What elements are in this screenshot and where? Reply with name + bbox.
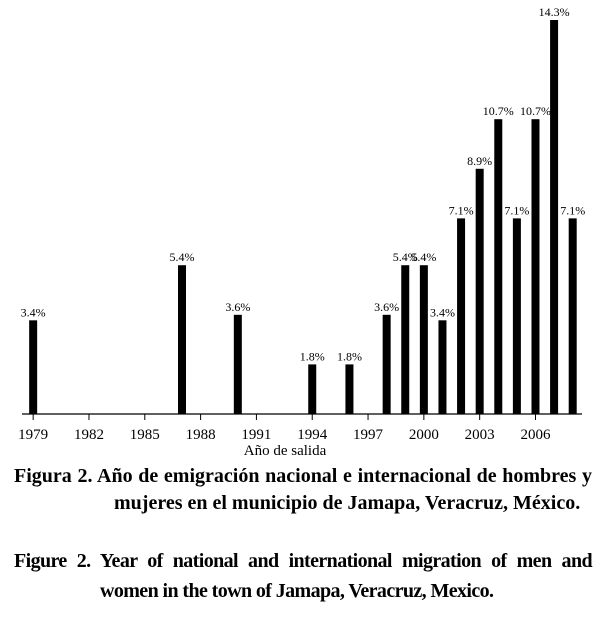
bar: [382, 314, 391, 414]
value-label: 5.4%: [393, 250, 418, 264]
bar: [419, 265, 428, 414]
value-label: 1.8%: [337, 349, 362, 363]
bar: [494, 119, 503, 414]
value-label: 1.8%: [300, 349, 325, 363]
value-label: 10.7%: [483, 104, 514, 118]
x-tick-label: 1985: [130, 427, 160, 443]
bar: [345, 364, 354, 414]
value-label: 14.3%: [539, 5, 570, 19]
bar: [438, 320, 447, 414]
x-tick-label: 1991: [241, 427, 271, 443]
caption-es: Figura 2. Año de emigración nacional e i…: [14, 463, 592, 517]
caption-label: Figure 2.: [14, 550, 91, 572]
value-label: 3.4%: [21, 305, 46, 319]
caption-label: Figura 2.: [14, 465, 93, 487]
bar: [29, 320, 38, 414]
x-tick-label: 1988: [186, 427, 216, 443]
x-tick-label: 1994: [297, 427, 328, 443]
value-label: 3.6%: [374, 300, 399, 314]
caption-en: Figure 2. Year of national and internati…: [14, 546, 593, 606]
chart: Año de salida 1979 1982 1985 1988 1991 1994 19…: [18, 5, 585, 459]
caption-text: Year of national and international migra…: [99, 550, 593, 602]
x-tick-label: 2006: [520, 427, 551, 443]
value-label: 5.4%: [411, 250, 436, 264]
value-label: 3.6%: [225, 300, 250, 314]
bar: [308, 364, 317, 414]
bar: [475, 168, 484, 414]
x-tick-label: 1997: [353, 427, 384, 443]
value-label: 7.1%: [504, 203, 529, 217]
bar: [512, 218, 521, 414]
x-axis-title: Año de salida: [244, 443, 327, 459]
x-tick-label: 2003: [465, 427, 495, 443]
value-label: 7.1%: [449, 203, 474, 217]
bar: [401, 265, 410, 414]
bar: [550, 20, 559, 414]
bar: [568, 218, 577, 414]
bar: [457, 218, 466, 414]
value-label: 10.7%: [520, 104, 551, 118]
caption-text: Año de emigración nacional e internacion…: [97, 465, 593, 514]
value-label: 5.4%: [170, 250, 195, 264]
value-label: 3.4%: [430, 305, 455, 319]
bar: [233, 314, 242, 414]
x-tick-label: 1979: [18, 427, 48, 443]
value-label: 7.1%: [560, 203, 585, 217]
value-label: 8.9%: [467, 154, 492, 168]
x-tick-label: 1982: [74, 427, 104, 443]
bar: [531, 119, 540, 414]
x-tick-label: 2000: [409, 427, 439, 443]
bar: [178, 265, 186, 414]
